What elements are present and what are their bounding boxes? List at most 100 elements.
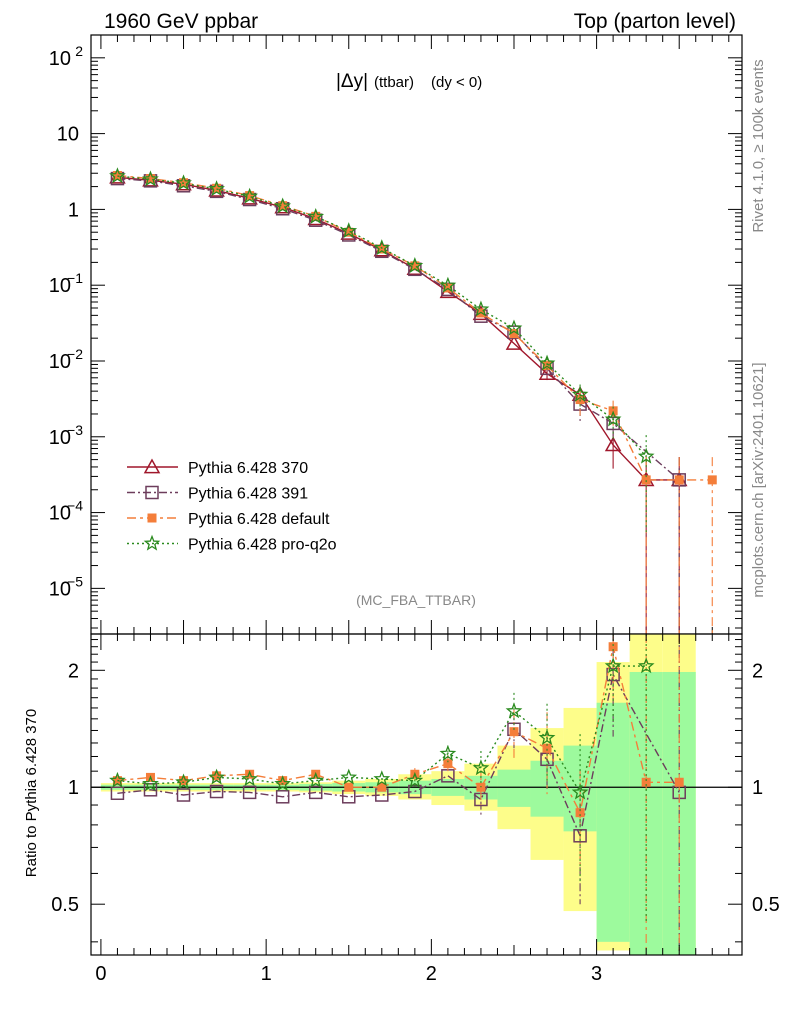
ratio-y-tick-label-right: 0.5 [752,894,780,916]
data-point-pq2o [505,319,523,336]
y-tick-label: 1 [68,199,79,221]
ratio-y-tick-label-right: 2 [752,660,763,682]
data-point-pq2o [241,187,259,204]
data-point-pq2o [208,180,225,197]
legend-marker-pq2o [143,534,161,551]
ratio-point-p391 [110,786,125,801]
ratio-point-pq2o [208,768,225,785]
x-tick-label: 0 [95,963,106,985]
data-point-pdef [344,227,354,237]
ratio-y-tick-label: 1 [68,777,79,799]
data-point-p391 [441,282,455,297]
data-point-pq2o [175,174,192,191]
header-left: 1960 GeV ppbar [104,10,258,33]
y-tick-label-exponent: −2 [67,346,83,362]
y-tick-label: 10 [49,351,71,373]
y-tick-label: 10 [49,48,71,70]
data-point-pq2o [307,207,325,224]
ratio-point-p391 [242,785,257,800]
legend-marker-pdef [147,513,157,523]
legend-label-pq2o: Pythia 6.428 pro-q2o [188,537,337,554]
ratio-point-p391 [209,784,224,799]
ratio-point-pdef [575,808,585,818]
ratio-point-pq2o [604,657,622,674]
data-point-pq2o [439,276,457,293]
ratio-point-pdef [641,777,651,787]
data-point-pq2o [109,167,126,184]
data-point-pq2o [373,239,391,256]
data-point-pq2o [538,354,556,371]
analysis-tag: (MC_FBA_TTBAR) [356,592,476,608]
legend-marker-p391 [145,485,159,500]
ratio-point-p391 [275,790,290,804]
series-line-pq2o [117,175,647,457]
legend-label-p391: Pythia 6.428 391 [188,486,308,503]
y-tick-label: 10 [49,427,71,449]
ratio-point-pq2o [175,773,192,790]
mcplots-text: mcplots.cern.ch [arXiv:2401.10621] [750,362,767,597]
data-point-p370 [505,334,523,350]
ratio-line-pq2o [117,665,647,795]
y-tick-label-exponent: −5 [67,573,83,589]
data-point-pq2o [637,447,655,464]
ratio-point-pq2o [472,759,490,776]
series-line-pdef [117,174,713,481]
y-tick-label-exponent: −1 [67,270,83,286]
ratio-point-pq2o [340,768,358,785]
series-line-p391 [117,177,680,481]
legend-marker-p370 [143,458,161,474]
y-tick-label: 10 [49,503,71,525]
x-tick-label: 2 [426,963,437,985]
ratio-point-p391 [308,785,323,800]
y-tick-label: 10 [57,124,79,146]
data-point-pq2o [604,410,622,427]
x-tick-label: 1 [261,963,272,985]
data-point-pq2o [142,170,159,187]
ratio-ylabel: Ratio to Pythia 6.428 370 [23,709,40,877]
y-tick-label-exponent: 2 [75,43,83,59]
ratio-point-pdef [443,759,453,769]
ratio-point-pq2o [307,771,325,788]
ratio-point-pq2o [505,702,523,719]
header-right: Top (parton level) [574,10,736,33]
ratio-point-pq2o [406,771,424,788]
ratio-y-tick-label: 2 [68,660,79,682]
data-point-p370 [604,436,622,452]
legend: Pythia 6.428 370 Pythia 6.428 391 Pythia 6… [127,458,337,554]
legend-label-pdef: Pythia 6.428 default [188,511,330,528]
plot-label-sub: (ttbar) [374,74,414,91]
rivet-version-text: Rivet 4.1.0, ≥ 100k events [750,59,767,232]
ratio-point-pdef [509,727,519,737]
plot-label-cond: (dy < 0) [431,74,482,91]
ratio-y-tick-label-right: 1 [752,777,763,799]
ratio-point-pdef [674,777,684,787]
band-inner [596,702,630,942]
y-tick-label: 10 [49,578,71,600]
data-point-pq2o [340,222,358,239]
y-tick-label: 10 [49,275,71,297]
data-point-pdef [674,475,684,485]
ratio-plot-frame [90,633,743,956]
ratio-point-pq2o [637,657,655,674]
plot-label-var: |Δy| [336,71,368,92]
ratio-point-pdef [377,782,387,792]
ratio-point-pq2o [142,775,159,792]
ratio-point-p391 [143,783,158,797]
y-tick-label-exponent: −4 [67,498,83,514]
ratio-point-pq2o [538,729,556,745]
data-point-pq2o [571,385,589,402]
legend-label-p370: Pythia 6.428 370 [188,460,308,477]
ratio-point-pq2o [571,783,589,800]
ratio-point-p391 [176,788,191,802]
series-line-p370 [117,176,680,481]
ratio-point-pq2o [109,771,126,788]
x-tick-label: 3 [591,963,602,985]
data-point-pdef [377,244,387,254]
data-point-pq2o [274,197,292,214]
data-point-pq2o [472,300,490,317]
ratio-point-pq2o [241,770,259,787]
ratio-point-pq2o [373,770,391,787]
data-point-p391 [507,325,521,339]
